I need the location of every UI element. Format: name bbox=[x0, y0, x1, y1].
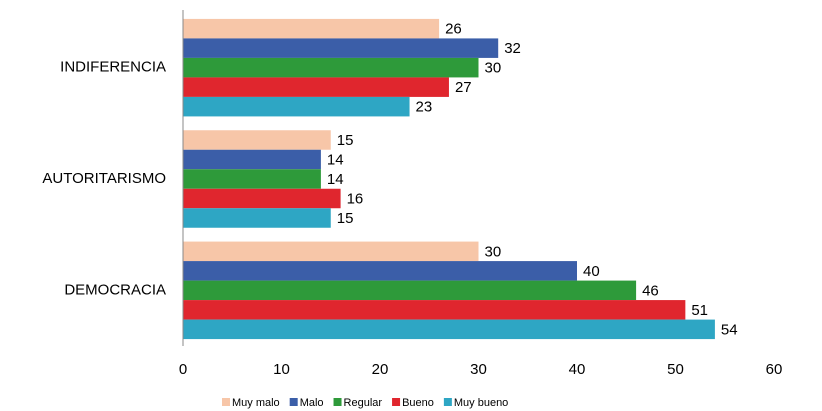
value-label: 27 bbox=[455, 79, 472, 96]
value-label: 15 bbox=[337, 210, 354, 227]
bar bbox=[183, 241, 479, 262]
x-tick-label: 50 bbox=[667, 361, 684, 378]
x-tick-label: 30 bbox=[470, 361, 487, 378]
value-label: 30 bbox=[485, 243, 502, 260]
value-label: 15 bbox=[337, 132, 354, 149]
y-tick-label: DEMOCRACIA bbox=[64, 281, 166, 298]
value-label: 23 bbox=[416, 99, 433, 116]
value-label: 32 bbox=[504, 40, 521, 57]
legend-swatch bbox=[333, 398, 342, 406]
x-tick-label: 20 bbox=[372, 361, 389, 378]
bar bbox=[183, 77, 449, 97]
value-label: 51 bbox=[691, 302, 708, 319]
bar bbox=[183, 261, 577, 281]
bar bbox=[183, 96, 410, 117]
legend-swatch bbox=[392, 398, 401, 406]
legend-label: Muy malo bbox=[232, 397, 280, 409]
legend-label: Muy bueno bbox=[454, 397, 508, 409]
bar bbox=[183, 280, 637, 301]
bar bbox=[183, 149, 321, 170]
legend-swatch bbox=[443, 398, 452, 406]
legend-swatch bbox=[222, 398, 230, 406]
bar bbox=[183, 169, 321, 189]
value-label: 40 bbox=[583, 263, 600, 280]
value-label: 26 bbox=[445, 21, 462, 38]
legend-label: Bueno bbox=[402, 397, 434, 409]
legend-label: Malo bbox=[300, 397, 324, 409]
value-label: 16 bbox=[347, 190, 364, 207]
legend-label: Regular bbox=[344, 397, 383, 409]
y-tick-label: INDIFERENCIA bbox=[60, 59, 166, 76]
bar bbox=[183, 319, 715, 340]
value-label: 14 bbox=[327, 171, 344, 188]
value-label: 30 bbox=[485, 60, 502, 77]
bar bbox=[183, 208, 331, 228]
value-label: 14 bbox=[327, 151, 344, 168]
x-tick-label: 10 bbox=[273, 361, 290, 378]
value-label: 46 bbox=[642, 282, 659, 299]
x-tick-label: 60 bbox=[766, 361, 783, 378]
value-label: 54 bbox=[721, 321, 738, 338]
bar bbox=[183, 130, 331, 150]
y-tick-label: AUTORITARISMO bbox=[42, 170, 166, 187]
bar bbox=[183, 300, 686, 320]
x-tick-label: 40 bbox=[569, 361, 586, 378]
bar bbox=[183, 18, 440, 39]
x-tick-label: 0 bbox=[179, 361, 187, 378]
legend-swatch bbox=[289, 398, 298, 406]
bar bbox=[183, 188, 341, 209]
bar bbox=[183, 57, 479, 78]
bar bbox=[183, 38, 499, 58]
